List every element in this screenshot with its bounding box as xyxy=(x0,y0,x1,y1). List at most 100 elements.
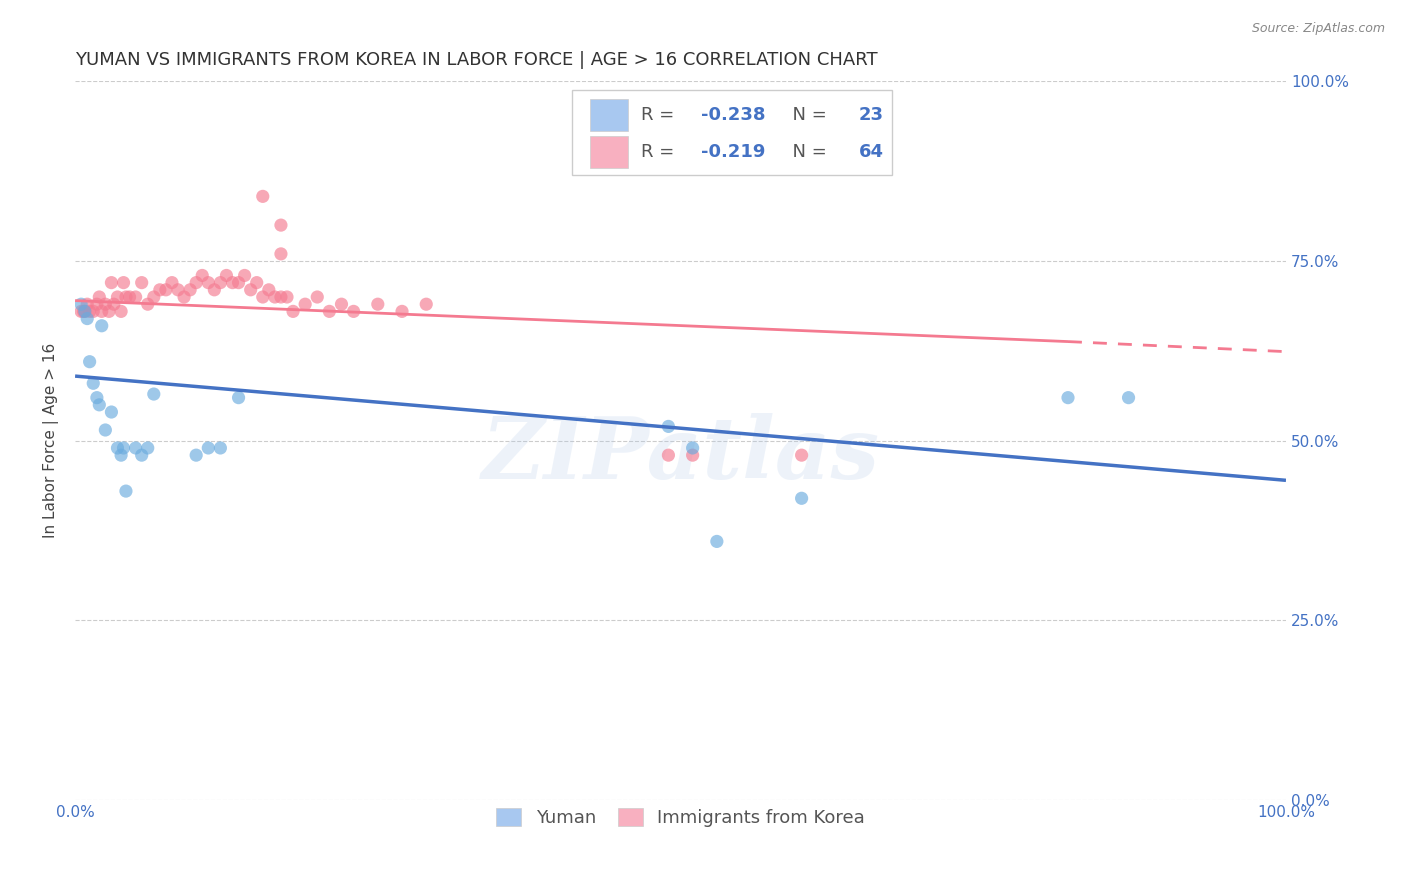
Point xyxy=(89,398,111,412)
Point xyxy=(215,268,238,283)
Point xyxy=(100,276,122,290)
Text: R =: R = xyxy=(641,106,679,124)
Point xyxy=(367,297,389,311)
Point xyxy=(682,448,704,462)
Point xyxy=(307,290,329,304)
Point xyxy=(86,297,108,311)
Text: 64: 64 xyxy=(859,143,883,161)
Point xyxy=(112,276,135,290)
FancyBboxPatch shape xyxy=(589,136,628,168)
Point xyxy=(318,304,340,318)
Text: 23: 23 xyxy=(859,106,883,124)
Text: Source: ZipAtlas.com: Source: ZipAtlas.com xyxy=(1251,22,1385,36)
Point xyxy=(221,276,243,290)
Point xyxy=(682,441,704,455)
Point xyxy=(228,391,250,405)
Point xyxy=(173,290,195,304)
Point xyxy=(160,276,183,290)
Text: R =: R = xyxy=(641,143,679,161)
Point xyxy=(270,247,292,261)
Point xyxy=(100,405,122,419)
Point xyxy=(197,441,219,455)
Point xyxy=(1118,391,1140,405)
Point xyxy=(115,484,138,499)
Point xyxy=(239,283,262,297)
Point xyxy=(264,290,287,304)
Point xyxy=(167,283,190,297)
Point xyxy=(90,304,112,318)
Point xyxy=(136,297,159,311)
Point xyxy=(233,268,256,283)
Point xyxy=(281,304,304,318)
Point xyxy=(70,297,93,311)
Point xyxy=(209,276,232,290)
Point xyxy=(257,283,280,297)
Point xyxy=(79,304,101,318)
Y-axis label: In Labor Force | Age > 16: In Labor Force | Age > 16 xyxy=(44,343,59,539)
Point xyxy=(270,290,292,304)
Point xyxy=(131,276,153,290)
Point xyxy=(110,448,132,462)
Point xyxy=(124,290,146,304)
Point xyxy=(73,304,96,318)
Point xyxy=(76,297,98,311)
Text: N =: N = xyxy=(780,106,832,124)
Point xyxy=(72,304,94,318)
Point xyxy=(107,441,129,455)
Point xyxy=(179,283,201,297)
Point xyxy=(706,534,728,549)
Point xyxy=(657,448,679,462)
Point xyxy=(142,290,165,304)
Point xyxy=(103,297,125,311)
Point xyxy=(82,376,104,391)
Point xyxy=(89,290,111,304)
Point xyxy=(73,304,96,318)
Point xyxy=(191,268,214,283)
Point xyxy=(209,441,232,455)
FancyBboxPatch shape xyxy=(589,100,628,131)
Point xyxy=(228,276,250,290)
Text: YUMAN VS IMMIGRANTS FROM KOREA IN LABOR FORCE | AGE > 16 CORRELATION CHART: YUMAN VS IMMIGRANTS FROM KOREA IN LABOR … xyxy=(75,51,877,69)
Point xyxy=(112,441,135,455)
Point xyxy=(186,448,208,462)
Point xyxy=(131,448,153,462)
Point xyxy=(124,441,146,455)
Point xyxy=(415,297,437,311)
Point xyxy=(790,491,813,506)
Point xyxy=(155,283,177,297)
Point xyxy=(149,283,172,297)
Point xyxy=(76,311,98,326)
Point xyxy=(94,423,117,437)
Point xyxy=(98,304,121,318)
Text: -0.238: -0.238 xyxy=(702,106,766,124)
Point xyxy=(136,441,159,455)
Point xyxy=(197,276,219,290)
Point xyxy=(790,448,813,462)
Point xyxy=(330,297,353,311)
Point xyxy=(118,290,141,304)
Point xyxy=(107,290,129,304)
Point xyxy=(252,189,274,203)
Point xyxy=(110,304,132,318)
Point xyxy=(82,304,104,318)
Point xyxy=(270,218,292,232)
Text: -0.219: -0.219 xyxy=(702,143,765,161)
Point xyxy=(86,391,108,405)
Point xyxy=(79,355,101,369)
Point xyxy=(657,419,679,434)
Point xyxy=(115,290,138,304)
Point xyxy=(246,276,269,290)
Point xyxy=(1057,391,1080,405)
FancyBboxPatch shape xyxy=(572,90,893,175)
Point xyxy=(90,318,112,333)
Point xyxy=(391,304,413,318)
Legend: Yuman, Immigrants from Korea: Yuman, Immigrants from Korea xyxy=(489,801,872,834)
Point xyxy=(294,297,316,311)
Point xyxy=(142,387,165,401)
Point xyxy=(252,290,274,304)
Point xyxy=(94,297,117,311)
Point xyxy=(342,304,364,318)
Text: ZIPatlas: ZIPatlas xyxy=(481,413,880,497)
Point xyxy=(186,276,208,290)
Point xyxy=(276,290,298,304)
